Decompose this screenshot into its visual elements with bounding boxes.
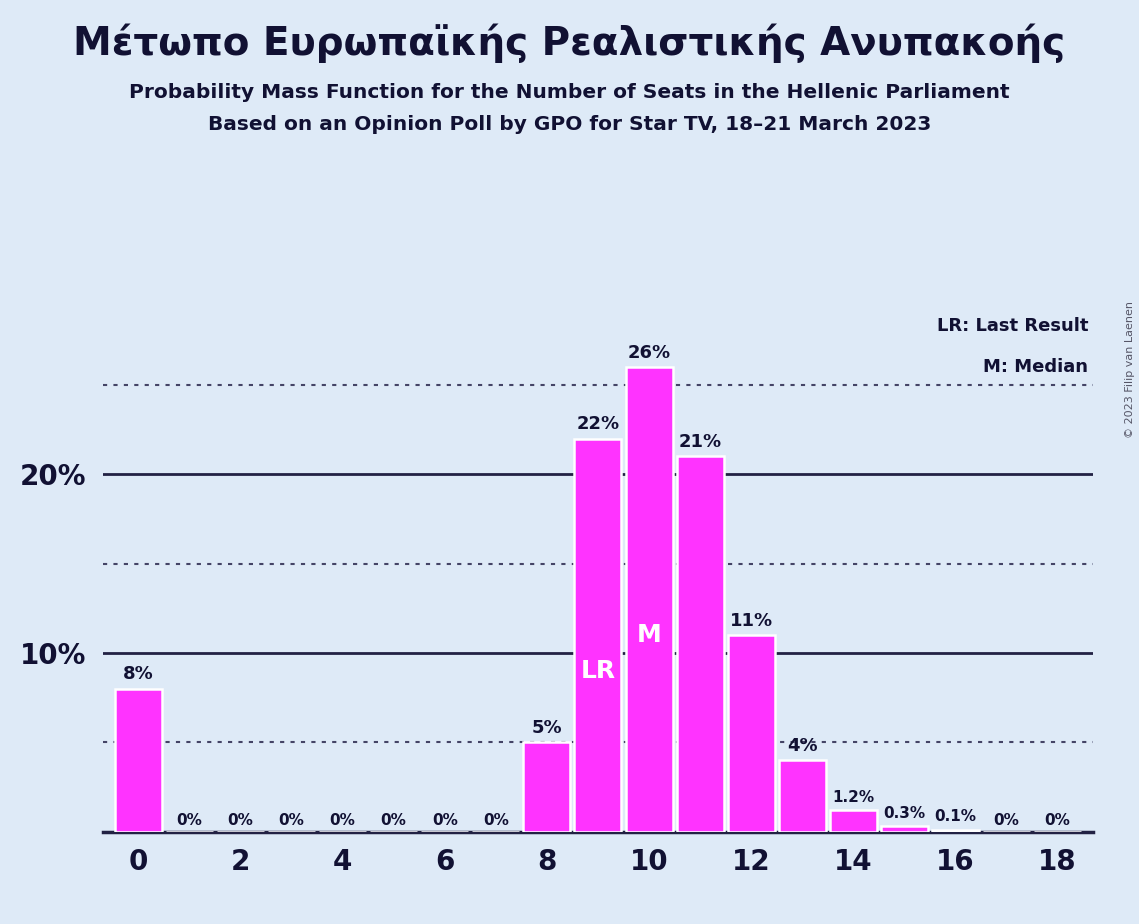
- Bar: [574, 439, 622, 832]
- Text: 21%: 21%: [679, 433, 722, 451]
- Text: 26%: 26%: [628, 344, 671, 362]
- Text: 8%: 8%: [123, 665, 154, 684]
- Text: 0.1%: 0.1%: [934, 809, 976, 824]
- Text: LR: Last Result: LR: Last Result: [937, 317, 1089, 335]
- Text: 5%: 5%: [532, 719, 563, 737]
- Bar: [830, 810, 877, 832]
- Bar: [779, 760, 826, 832]
- Text: M: M: [637, 623, 662, 647]
- Text: LR: LR: [581, 659, 615, 683]
- Text: 0%: 0%: [279, 813, 304, 828]
- Text: 0%: 0%: [432, 813, 458, 828]
- Text: 11%: 11%: [730, 612, 772, 630]
- Bar: [115, 688, 162, 832]
- Bar: [625, 367, 672, 832]
- Text: 22%: 22%: [576, 415, 620, 433]
- Text: 0%: 0%: [483, 813, 509, 828]
- Bar: [932, 830, 980, 832]
- Text: 4%: 4%: [787, 736, 818, 755]
- Text: Probability Mass Function for the Number of Seats in the Hellenic Parliament: Probability Mass Function for the Number…: [129, 83, 1010, 103]
- Bar: [677, 456, 723, 832]
- Bar: [880, 826, 928, 832]
- Bar: [728, 635, 775, 832]
- Text: 0%: 0%: [177, 813, 203, 828]
- Text: 0%: 0%: [993, 813, 1019, 828]
- Text: 0%: 0%: [1044, 813, 1071, 828]
- Text: 0%: 0%: [329, 813, 355, 828]
- Bar: [524, 742, 571, 832]
- Text: 1.2%: 1.2%: [833, 790, 875, 805]
- Text: Μέτωπο Ευρωπαϊκής Ρεαλιστικής Ανυπακοής: Μέτωπο Ευρωπαϊκής Ρεαλιστικής Ανυπακοής: [73, 23, 1066, 63]
- Text: Based on an Opinion Poll by GPO for Star TV, 18–21 March 2023: Based on an Opinion Poll by GPO for Star…: [207, 116, 932, 135]
- Text: 0%: 0%: [228, 813, 253, 828]
- Text: 0.3%: 0.3%: [884, 806, 926, 821]
- Text: 0%: 0%: [380, 813, 407, 828]
- Text: © 2023 Filip van Laenen: © 2023 Filip van Laenen: [1125, 301, 1134, 438]
- Text: M: Median: M: Median: [983, 359, 1089, 376]
